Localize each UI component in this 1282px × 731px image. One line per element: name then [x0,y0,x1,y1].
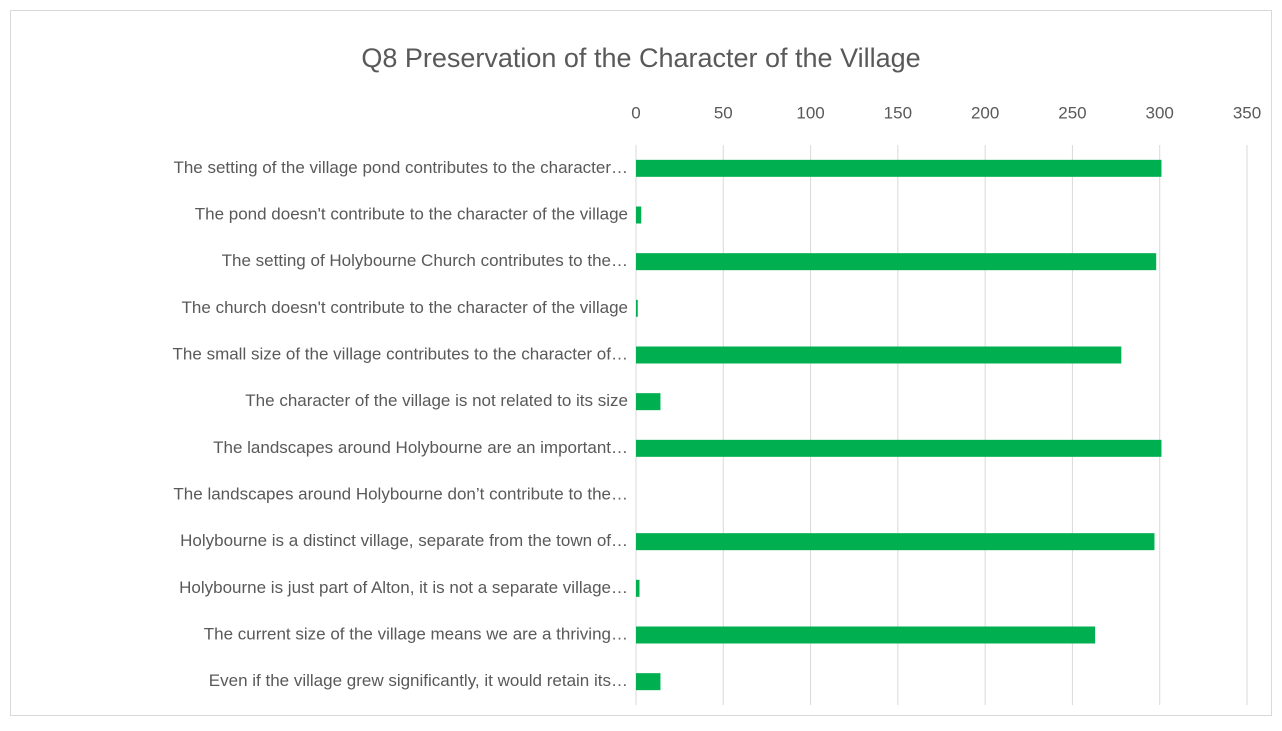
bar [636,346,1122,364]
x-tick-label: 100 [796,103,824,122]
bar [636,253,1157,271]
y-tick-label: The character of the village is not rela… [245,391,628,410]
y-tick-label: The landscapes around Holybourne don’t c… [173,484,628,503]
y-tick-label: The setting of the village pond contribu… [173,158,628,177]
y-tick-label: The landscapes around Holybourne are an … [213,438,628,457]
bar [636,299,638,317]
y-tick-label: Even if the village grew significantly, … [209,671,628,690]
bar [636,439,1162,457]
y-tick-label: Holybourne is just part of Alton, it is … [179,578,628,597]
x-tick-label: 200 [971,103,999,122]
x-tick-label: 300 [1146,103,1174,122]
x-tick-label: 350 [1233,103,1261,122]
y-tick-label: The setting of Holybourne Church contrib… [222,251,628,270]
bar [636,626,1096,644]
bar [636,579,640,597]
y-tick-label: The small size of the village contribute… [173,344,628,363]
bar [636,159,1162,177]
bar [636,393,661,411]
x-tick-label: 0 [631,103,640,122]
x-tick-label: 50 [714,103,733,122]
chart-title: Q8 Preservation of the Character of the … [361,43,920,73]
bar [636,673,661,691]
y-tick-label: The church doesn't contribute to the cha… [182,298,628,317]
bar [636,533,1155,551]
y-tick-label: Holybourne is a distinct village, separa… [180,531,628,550]
x-tick-label: 250 [1058,103,1086,122]
x-tick-label: 150 [884,103,912,122]
bar [636,206,642,224]
y-tick-label: The pond doesn't contribute to the chara… [195,204,628,223]
y-tick-label: The current size of the village means we… [204,624,628,643]
